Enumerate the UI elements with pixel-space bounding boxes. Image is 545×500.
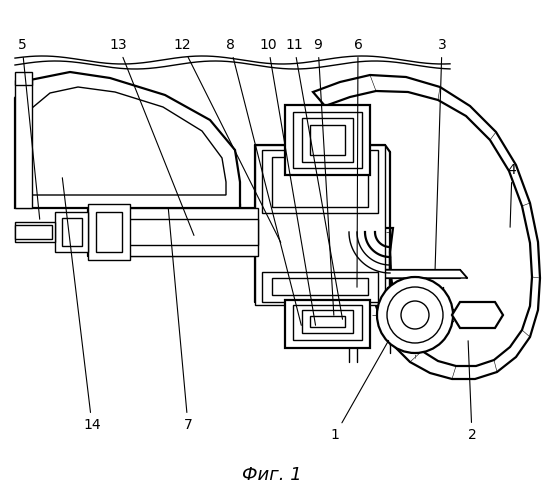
Polygon shape	[285, 105, 370, 175]
Text: 9: 9	[313, 38, 334, 315]
Text: 1: 1	[331, 340, 389, 442]
Text: 3: 3	[435, 38, 446, 269]
Polygon shape	[55, 212, 88, 252]
Text: 11: 11	[285, 38, 342, 320]
Polygon shape	[293, 305, 362, 340]
Text: 4: 4	[507, 163, 516, 227]
Text: 6: 6	[354, 38, 362, 287]
Text: 7: 7	[168, 208, 192, 432]
Polygon shape	[293, 112, 362, 168]
Polygon shape	[452, 302, 503, 328]
Text: 5: 5	[17, 38, 40, 219]
Polygon shape	[62, 218, 82, 246]
Polygon shape	[15, 72, 32, 85]
Text: 2: 2	[468, 341, 476, 442]
Polygon shape	[15, 222, 55, 242]
Polygon shape	[302, 310, 353, 333]
Circle shape	[401, 301, 429, 329]
Polygon shape	[15, 80, 32, 208]
Text: Фиг. 1: Фиг. 1	[242, 466, 302, 484]
Polygon shape	[302, 118, 353, 162]
Circle shape	[377, 277, 453, 353]
Text: 13: 13	[109, 38, 194, 235]
Circle shape	[387, 287, 443, 343]
Polygon shape	[272, 157, 368, 207]
Polygon shape	[88, 219, 258, 245]
Polygon shape	[295, 270, 467, 278]
Text: 10: 10	[259, 38, 316, 326]
Polygon shape	[32, 87, 226, 195]
Polygon shape	[15, 225, 52, 239]
Text: 14: 14	[62, 178, 101, 432]
Polygon shape	[15, 72, 240, 208]
Polygon shape	[272, 278, 368, 295]
Polygon shape	[262, 150, 378, 213]
Polygon shape	[310, 125, 345, 155]
Polygon shape	[285, 300, 370, 348]
Polygon shape	[88, 204, 130, 260]
Polygon shape	[262, 272, 378, 302]
Polygon shape	[313, 75, 540, 379]
Polygon shape	[310, 316, 345, 327]
Polygon shape	[255, 145, 385, 305]
Text: 12: 12	[173, 38, 281, 242]
Text: 8: 8	[226, 38, 301, 326]
Polygon shape	[88, 208, 258, 256]
Polygon shape	[96, 212, 122, 252]
